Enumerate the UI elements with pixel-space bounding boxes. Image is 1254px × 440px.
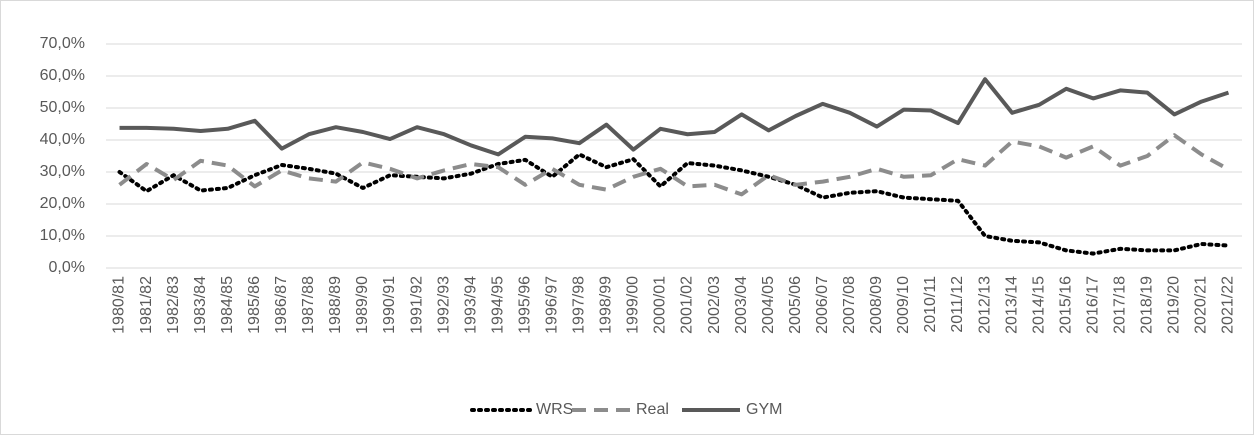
x-tick-label: 1990/91 (381, 276, 398, 334)
x-tick-label: 2012/13 (976, 276, 993, 334)
x-tick-label: 2016/17 (1084, 276, 1101, 334)
x-tick-label: 1991/92 (408, 276, 425, 334)
x-tick-label: 1993/94 (462, 276, 479, 334)
y-tick-label: 50,0% (40, 99, 85, 116)
x-tick-label: 1989/90 (354, 276, 371, 334)
x-tick-label: 2001/02 (679, 276, 696, 334)
x-tick-label: 1981/82 (138, 276, 155, 334)
x-tick-label: 1994/95 (489, 276, 506, 334)
x-tick-label: 1985/86 (246, 276, 263, 334)
x-tick-label: 2015/16 (1057, 276, 1074, 334)
x-tick-label: 2010/11 (922, 276, 939, 333)
x-tick-label: 2007/08 (841, 276, 858, 334)
x-tick-label: 2021/22 (1220, 276, 1237, 334)
x-tick-label: 1987/88 (300, 276, 317, 334)
x-tick-label: 1982/83 (165, 276, 182, 334)
x-tick-label: 1986/87 (273, 276, 290, 334)
x-tick-label: 1998/99 (598, 276, 615, 334)
y-tick-label: 30,0% (40, 163, 85, 180)
legend-label: GYM (746, 401, 782, 418)
line-series (119, 77, 1230, 157)
line-series (117, 152, 1231, 256)
x-tick-label: 2014/15 (1030, 276, 1047, 334)
x-tick-label: 1995/96 (516, 276, 533, 334)
x-tick-label: 2003/04 (733, 276, 750, 334)
x-tick-label: 2017/18 (1112, 276, 1129, 334)
x-tick-label: 2018/19 (1139, 276, 1156, 334)
x-tick-label: 1999/00 (625, 276, 642, 334)
x-tick-label: 2006/07 (814, 276, 831, 334)
y-tick-label: 20,0% (40, 195, 85, 212)
x-tick-label: 2000/01 (652, 276, 669, 334)
y-tick-label: 60,0% (40, 67, 85, 84)
x-tick-label: 2002/03 (706, 276, 723, 334)
y-tick-label: 70,0% (40, 35, 85, 52)
x-tick-label: 1983/84 (192, 276, 209, 334)
y-tick-label: 10,0% (40, 227, 85, 244)
x-tick-label: 1980/81 (111, 276, 128, 334)
x-tick-label: 2005/06 (787, 276, 804, 334)
x-tick-label: 2004/05 (760, 276, 777, 334)
x-tick-label: 1992/93 (435, 276, 452, 334)
legend-label: WRS (536, 401, 573, 418)
x-tick-label: 1997/98 (571, 276, 588, 334)
x-tick-label: 2008/09 (868, 276, 885, 334)
x-tick-label: 2009/10 (895, 276, 912, 334)
x-tick-label: 2011/12 (949, 276, 966, 333)
x-tick-label: 1984/85 (219, 276, 236, 334)
legend-label: Real (636, 401, 669, 418)
x-tick-label: 2020/21 (1193, 276, 1210, 334)
y-tick-label: 0,0% (49, 259, 85, 276)
x-tick-label: 2019/20 (1166, 276, 1183, 334)
x-tick-label: 2013/14 (1003, 276, 1020, 334)
line-series (118, 133, 1230, 197)
y-tick-label: 40,0% (40, 131, 85, 148)
x-tick-label: 1988/89 (327, 276, 344, 334)
x-tick-label: 1996/97 (544, 276, 561, 334)
